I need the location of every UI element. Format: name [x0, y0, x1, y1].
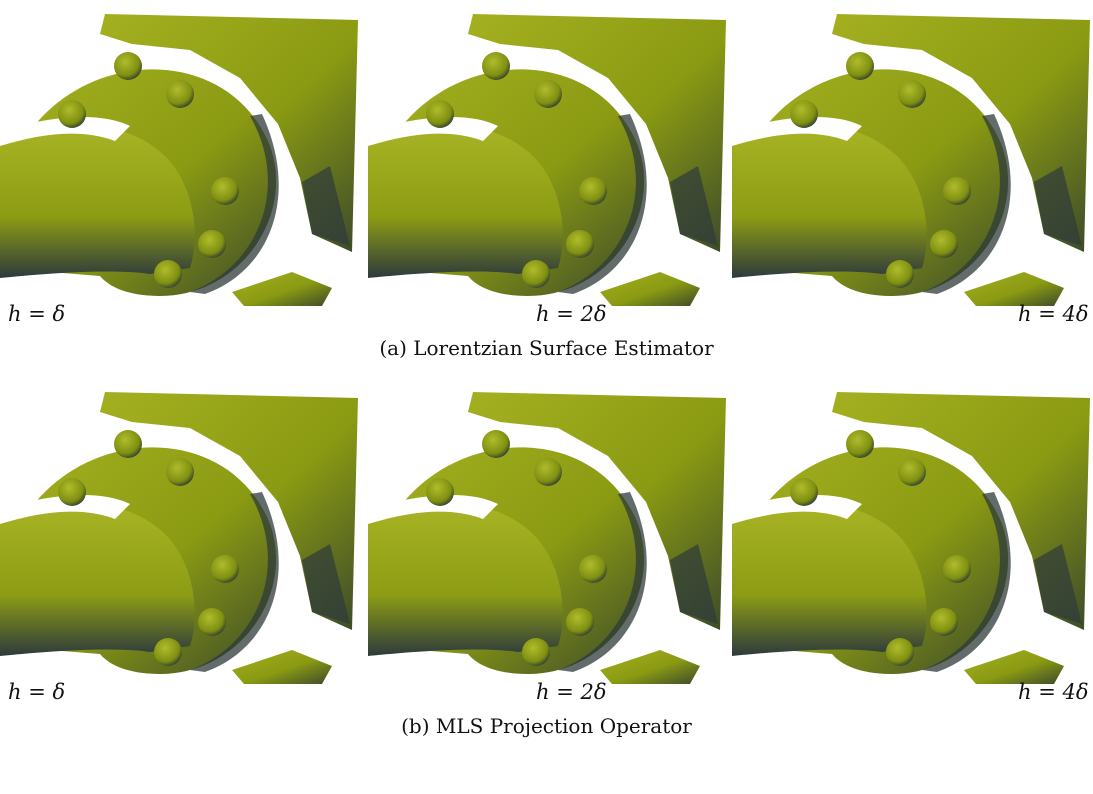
subfigure-caption: (a) Lorentzian Surface Estimator [0, 336, 1093, 360]
render-image [368, 6, 728, 306]
render-image [732, 6, 1092, 306]
render-image [732, 384, 1092, 684]
parameter-label: h = δ [8, 680, 65, 704]
render-image [0, 384, 360, 684]
subfigure-caption: (b) MLS Projection Operator [0, 714, 1093, 738]
figure-page: h = δ h = 2δ h = 4δ (a) Lorentzian Surfa… [0, 0, 1093, 794]
parameter-label: h = 2δ [536, 302, 606, 326]
parameter-label: h = δ [8, 302, 65, 326]
render-image [0, 6, 360, 306]
parameter-label: h = 4δ [1018, 302, 1088, 326]
render-image [368, 384, 728, 684]
parameter-label: h = 2δ [536, 680, 606, 704]
parameter-label: h = 4δ [1018, 680, 1088, 704]
